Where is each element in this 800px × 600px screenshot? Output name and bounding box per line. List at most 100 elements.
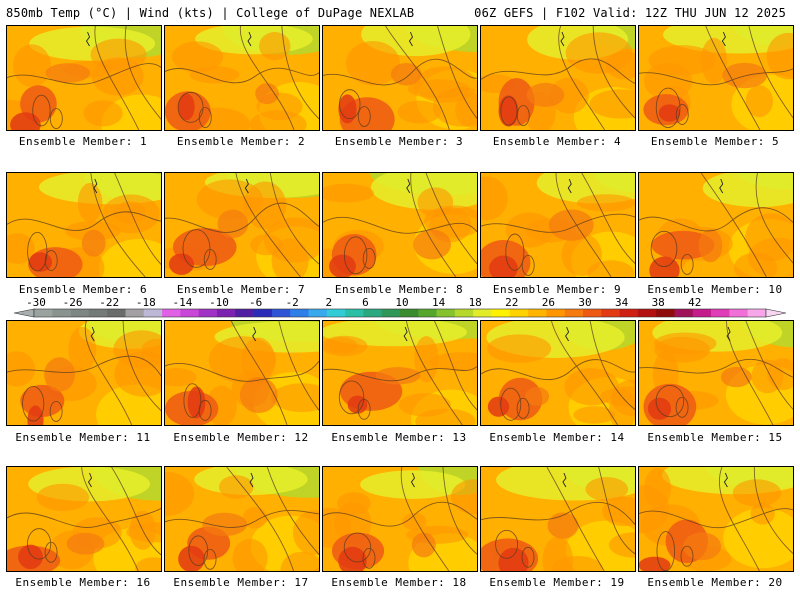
colorbar-swatch: [473, 309, 492, 317]
colorbar-tick-label: -10: [209, 296, 229, 309]
colorbar-swatch: [217, 309, 236, 317]
ensemble-member-map: [638, 172, 794, 278]
colorbar-swatch: [235, 309, 254, 317]
colorbar-swatch: [180, 309, 199, 317]
colorbar-swatch: [143, 309, 163, 317]
run-valid-time: 06Z GEFS | F102 Valid: 12Z THU JUN 12 20…: [474, 6, 786, 20]
colorbar-swatch: [88, 309, 108, 317]
colorbar-tick-label: 42: [688, 296, 701, 309]
ensemble-member-map: [322, 25, 478, 131]
temperature-field-map: [323, 321, 477, 425]
ensemble-member-map: [480, 466, 636, 572]
colorbar-swatch: [637, 309, 657, 317]
colorbar-swatch: [34, 309, 53, 317]
colorbar-tick-label: 18: [469, 296, 482, 309]
ensemble-member-map: [322, 466, 478, 572]
colorbar-tick-label: 30: [578, 296, 591, 309]
ensemble-member-map: [164, 320, 320, 426]
ensemble-member-label: Ensemble Member: 13: [331, 431, 467, 444]
ensemble-member-map: [6, 466, 162, 572]
temperature-field-map: [481, 467, 635, 571]
colorbar-right-arrow: [765, 308, 787, 318]
ensemble-member-label: Ensemble Member: 11: [15, 431, 151, 444]
temperature-field-map: [323, 26, 477, 130]
ensemble-member-map: [638, 25, 794, 131]
colorbar-tick-label: 6: [362, 296, 369, 309]
temperature-field-map: [481, 173, 635, 277]
ensemble-member-map: [322, 320, 478, 426]
ensemble-member-map: [480, 320, 636, 426]
colorbar-swatch: [400, 309, 419, 317]
ensemble-member-label: Ensemble Member: 8: [334, 283, 464, 296]
ensemble-member-label: Ensemble Member: 20: [647, 576, 783, 589]
ensemble-member-label: Ensemble Member: 18: [331, 576, 467, 589]
ensemble-member-label: Ensemble Member: 1: [18, 135, 148, 148]
colorbar-swatch: [729, 309, 748, 317]
colorbar-swatch: [381, 309, 401, 317]
ensemble-member-label: Ensemble Member: 10: [647, 283, 783, 296]
colorbar-tick-label: -22: [99, 296, 119, 309]
ensemble-member-map: [164, 172, 320, 278]
temperature-field-map: [639, 26, 793, 130]
colorbar-tick-label: -14: [172, 296, 192, 309]
colorbar-swatch: [564, 309, 584, 317]
temperature-field-map: [7, 173, 161, 277]
colorbar-swatch: [52, 309, 71, 317]
ensemble-member-label: Ensemble Member: 7: [176, 283, 306, 296]
ensemble-member-label: Ensemble Member: 19: [489, 576, 625, 589]
ensemble-member-map: [638, 320, 794, 426]
colorbar-tick-label: -6: [249, 296, 262, 309]
colorbar-swatch: [70, 309, 90, 317]
ensemble-member-label: Ensemble Member: 14: [489, 431, 625, 444]
temperature-field-map: [639, 173, 793, 277]
colorbar-swatch: [418, 309, 437, 317]
temperature-field-map: [481, 26, 635, 130]
temperature-field-map: [7, 26, 161, 130]
ensemble-member-map: [638, 466, 794, 572]
colorbar-swatch: [583, 309, 602, 317]
colorbar-swatch: [601, 309, 620, 317]
temperature-field-map: [639, 467, 793, 571]
colorbar-tick-label: 22: [505, 296, 518, 309]
temperature-field-map: [323, 173, 477, 277]
colorbar-swatch: [674, 309, 694, 317]
ensemble-member-label: Ensemble Member: 2: [176, 135, 306, 148]
colorbar-swatch: [308, 309, 328, 317]
map-title: 850mb Temp (°C) | Wind (kts) | College o…: [6, 6, 415, 20]
ensemble-member-map: [164, 466, 320, 572]
ensemble-member-label: Ensemble Member: 5: [650, 135, 780, 148]
colorbar-swatch: [326, 309, 346, 317]
colorbar-swatch: [747, 309, 767, 317]
temperature-field-map: [7, 467, 161, 571]
colorbar-swatch: [528, 309, 547, 317]
temperature-field-map: [639, 321, 793, 425]
colorbar-swatch: [509, 309, 529, 317]
colorbar-swatch: [711, 309, 730, 317]
ensemble-member-label: Ensemble Member: 15: [647, 431, 783, 444]
ensemble-member-label: Ensemble Member: 6: [18, 283, 148, 296]
temperature-field-map: [481, 321, 635, 425]
colorbar-swatch: [253, 309, 273, 317]
ensemble-member-label: Ensemble Member: 9: [492, 283, 622, 296]
colorbar-swatch: [692, 309, 712, 317]
colorbar-tick-label: -30: [26, 296, 46, 309]
temperature-colorbar: -30 -26 -22 -18 -14 -10 -6 -2 2 6 10 14 18 22 26 30 34 38…: [13, 296, 787, 318]
colorbar-left-arrow: [13, 308, 35, 318]
colorbar-tick-label: -18: [136, 296, 156, 309]
colorbar-tick-label: 10: [395, 296, 408, 309]
ensemble-member-label: Ensemble Member: 3: [334, 135, 464, 148]
colorbar-swatch: [546, 309, 565, 317]
colorbar-swatch: [491, 309, 511, 317]
colorbar-swatch: [436, 309, 456, 317]
colorbar-swatch: [656, 309, 675, 317]
temperature-field-map: [7, 321, 161, 425]
ensemble-member-label: Ensemble Member: 17: [173, 576, 309, 589]
ensemble-member-label: Ensemble Member: 4: [492, 135, 622, 148]
colorbar-swatch: [363, 309, 382, 317]
temperature-field-map: [323, 467, 477, 571]
ensemble-member-map: [480, 25, 636, 131]
ensemble-member-map: [6, 25, 162, 131]
colorbar-swatch: [290, 309, 309, 317]
colorbar-tick-label: 2: [325, 296, 332, 309]
colorbar-swatch: [619, 309, 639, 317]
